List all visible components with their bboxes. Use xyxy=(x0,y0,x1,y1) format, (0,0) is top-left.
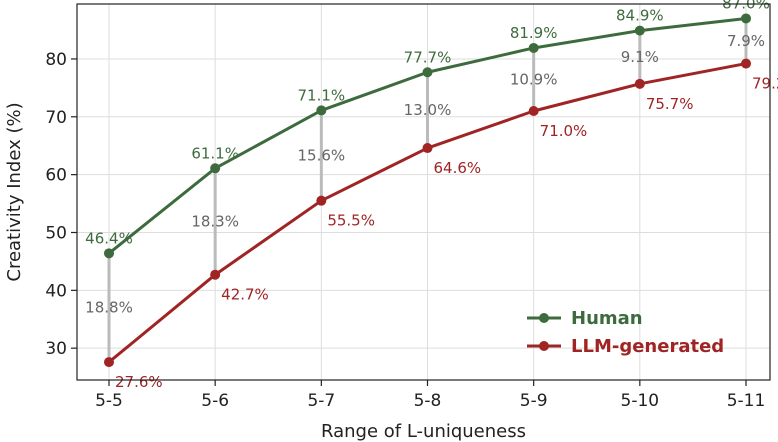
y-tick-label: 60 xyxy=(45,166,67,186)
difference-label: 13.0% xyxy=(404,101,452,119)
y-axis-label: Creativity Index (%) xyxy=(4,102,25,281)
data-point xyxy=(741,13,751,24)
y-tick-label: 50 xyxy=(45,223,67,243)
difference-label: 9.1% xyxy=(621,48,659,66)
y-tick-label: 70 xyxy=(45,108,67,128)
llm-data-label: 55.5% xyxy=(327,212,375,230)
human-data-label: 84.9% xyxy=(616,7,664,25)
difference-label: 18.3% xyxy=(191,213,239,231)
x-tick-label: 5-7 xyxy=(307,391,335,411)
difference-label: 15.6% xyxy=(298,147,346,165)
plot-frame xyxy=(76,3,771,381)
llm-data-label: 79.2% xyxy=(752,75,778,93)
data-point xyxy=(528,42,539,53)
difference-label: 7.9% xyxy=(727,32,765,50)
data-labels: 46.4% 61.1% 71.1% 77.7% 81.9% 84.9% 87.0% 27.6%… xyxy=(85,0,778,391)
human-data-label: 61.1% xyxy=(191,144,239,162)
legend: Human LLM-generated xyxy=(527,308,724,357)
x-axis-label: Range of L-uniqueness xyxy=(321,421,526,442)
data-point xyxy=(741,58,751,69)
x-tick-label: 5-11 xyxy=(727,391,766,411)
y-tick-label: 80 xyxy=(45,50,67,70)
data-point xyxy=(210,269,221,280)
y-tick-label: 30 xyxy=(45,339,67,359)
y-tick-label: 40 xyxy=(45,281,67,301)
llm-data-label: 42.7% xyxy=(221,286,269,304)
x-tick-label: 5-6 xyxy=(201,391,229,411)
data-point xyxy=(316,105,327,116)
legend-entry: Human xyxy=(571,308,643,329)
legend-marker xyxy=(539,341,549,351)
data-point xyxy=(634,25,645,36)
human-data-label: 77.7% xyxy=(404,48,452,66)
x-tick-label: 5-5 xyxy=(95,391,123,411)
data-point xyxy=(104,248,114,259)
llm-data-label: 75.7% xyxy=(646,95,694,113)
data-point xyxy=(104,357,114,368)
data-point xyxy=(634,78,645,89)
llm-data-label: 27.6% xyxy=(115,373,163,391)
data-point xyxy=(422,143,433,154)
human-data-label: 81.9% xyxy=(510,24,558,42)
x-tick-label: 5-8 xyxy=(414,391,442,411)
data-point xyxy=(528,106,539,117)
legend-entry: LLM-generated xyxy=(571,336,724,357)
legend-marker xyxy=(539,313,549,323)
llm-data-label: 64.6% xyxy=(434,159,482,177)
difference-label: 10.9% xyxy=(510,70,558,88)
ticks: 5-5 5-6 5-7 5-8 5-9 5-10 5-11 30 40 50 60 70 80 xyxy=(45,50,765,411)
data-point xyxy=(316,195,327,206)
difference-label: 18.8% xyxy=(85,299,133,317)
human-data-label: 46.4% xyxy=(85,229,133,247)
x-tick-label: 5-9 xyxy=(520,391,548,411)
data-point xyxy=(210,163,221,174)
series-group xyxy=(104,13,751,368)
x-tick-label: 5-10 xyxy=(621,391,660,411)
human-data-label: 71.1% xyxy=(298,86,346,104)
human-data-label: 87.0% xyxy=(722,0,770,12)
difference-lines xyxy=(107,18,748,363)
data-point xyxy=(422,67,433,78)
llm-data-label: 71.0% xyxy=(540,122,588,140)
